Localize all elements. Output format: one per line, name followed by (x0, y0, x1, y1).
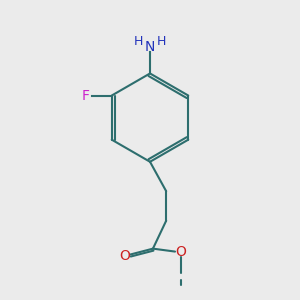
Text: H: H (157, 35, 166, 48)
Text: F: F (81, 88, 89, 103)
Text: O: O (176, 244, 186, 259)
Text: N: N (145, 40, 155, 54)
Text: O: O (119, 249, 130, 263)
Text: H: H (134, 35, 143, 48)
